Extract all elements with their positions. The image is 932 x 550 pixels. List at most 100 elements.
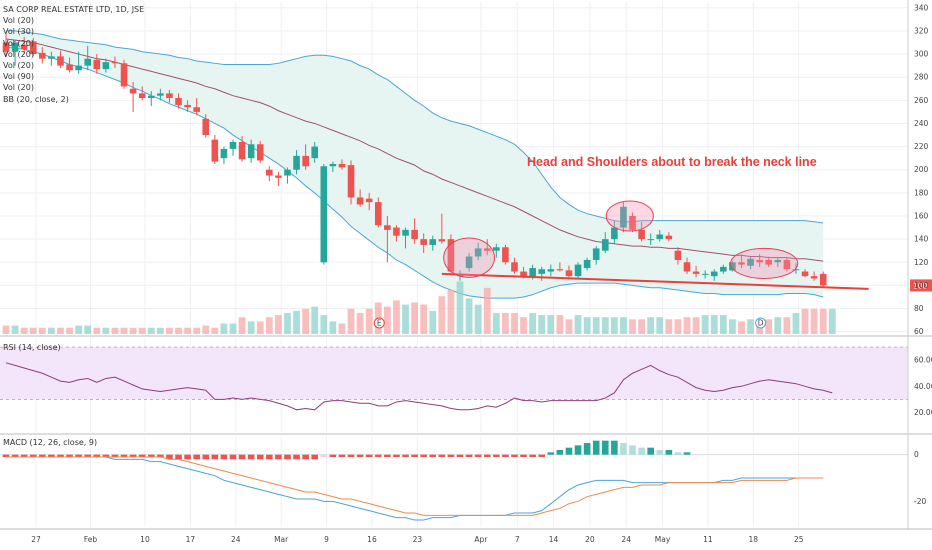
candle	[29, 37, 37, 57]
candle	[538, 266, 546, 281]
x-tick-label: 7	[515, 535, 520, 544]
volume-bar	[819, 308, 827, 334]
candle	[193, 98, 200, 116]
macd-histogram-bar	[57, 454, 64, 457]
volume-bar	[275, 315, 282, 334]
macd-histogram-bar	[275, 454, 282, 460]
macd-histogram-bar	[656, 450, 664, 455]
macd-histogram-bar	[2, 454, 10, 457]
macd-histogram-bar	[547, 452, 555, 455]
volume-bar	[75, 325, 83, 334]
candle	[184, 100, 191, 112]
price-tick-label: 200	[914, 165, 929, 174]
candle	[347, 160, 355, 205]
volume-bar	[175, 327, 182, 334]
candle	[756, 254, 763, 267]
candle	[447, 234, 455, 273]
volume-bar	[202, 325, 210, 334]
macd-histogram-bar	[338, 454, 346, 457]
candle	[293, 150, 300, 175]
price-tick-label: 140	[914, 235, 929, 244]
macd-histogram-bar	[347, 454, 355, 457]
candle	[638, 221, 645, 242]
macd-histogram-bar	[11, 454, 19, 457]
indicator-vol-2: Vol (30)	[3, 27, 34, 37]
candle	[2, 33, 10, 57]
candle	[738, 254, 745, 269]
macd-title: MACD (12, 26, close, 9)	[3, 438, 98, 447]
volume-bar	[719, 315, 727, 334]
volume-bar	[638, 319, 645, 334]
volume-bar	[511, 313, 518, 334]
price-tick-label: 220	[914, 142, 929, 151]
volume-bar	[57, 327, 64, 334]
macd-histogram-bar	[601, 440, 609, 455]
candle	[774, 257, 782, 267]
macd-tick-label: -20	[914, 497, 926, 506]
macd-histogram-bar	[384, 454, 391, 457]
candle	[284, 167, 291, 184]
macd-histogram-bar	[529, 454, 536, 457]
volume-bar	[111, 327, 119, 334]
price-tick-label: 80	[914, 304, 924, 313]
candle	[665, 232, 673, 242]
candlesticks	[2, 33, 827, 288]
candle	[720, 264, 727, 274]
candle	[111, 56, 119, 68]
volume-bar	[211, 327, 219, 334]
candle	[175, 93, 182, 109]
candle	[75, 51, 82, 74]
candle	[211, 135, 219, 164]
volume-bar	[302, 308, 310, 334]
candle	[710, 269, 718, 281]
indicator-vol-1: Vol (20)	[3, 16, 34, 26]
x-tick-label: 16	[367, 535, 377, 544]
candle	[66, 57, 73, 73]
macd-histogram-bar	[511, 454, 518, 457]
macd-histogram-bar	[393, 454, 400, 457]
candle	[356, 189, 364, 207]
price-tick-label: 100	[914, 281, 929, 290]
candle	[583, 257, 591, 271]
volume-bar	[747, 319, 754, 334]
candle	[39, 47, 46, 64]
macd-histogram-bar	[674, 452, 682, 455]
macd-histogram-bar	[583, 443, 591, 455]
volume-bar	[311, 306, 319, 334]
candle	[229, 139, 237, 156]
macd-histogram-bar	[66, 454, 73, 457]
volume-bar	[284, 313, 291, 334]
volume-bar	[138, 327, 146, 334]
volume-bar	[329, 321, 337, 334]
macd-signal-line	[6, 456, 824, 516]
volume-bar	[20, 327, 28, 334]
macd-histogram-bar	[320, 454, 328, 457]
candle	[393, 225, 400, 242]
volume-bar	[29, 327, 37, 334]
macd-histogram-bar	[84, 454, 92, 457]
volume-bar	[765, 319, 773, 334]
candle	[384, 216, 391, 263]
volume-bars	[2, 281, 836, 334]
candle	[465, 253, 473, 272]
volume-bar	[429, 310, 437, 334]
volume-bar	[710, 315, 718, 334]
x-tick-label: 10	[140, 535, 150, 544]
volume-bar	[601, 317, 609, 334]
candle	[57, 50, 64, 68]
x-tick-label: 18	[749, 535, 759, 544]
macd-histogram-bar	[411, 454, 418, 457]
macd-histogram-bar	[520, 454, 527, 457]
volume-bar	[465, 298, 473, 334]
macd-pane	[0, 440, 908, 521]
candle	[320, 163, 328, 265]
macd-histogram-bar	[284, 454, 291, 460]
volume-bar	[774, 317, 782, 334]
macd-histogram-bar	[220, 454, 228, 460]
indicator-bb: BB (20, close, 2)	[3, 94, 69, 104]
candle	[365, 192, 373, 211]
rsi-line	[5, 362, 833, 411]
macd-histogram-bar	[302, 454, 309, 460]
volume-bar	[556, 315, 564, 334]
